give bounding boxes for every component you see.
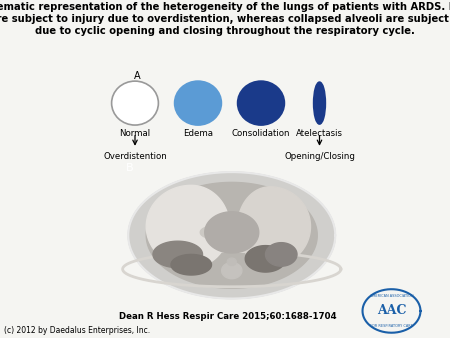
- Text: Atelectasis: Atelectasis: [296, 129, 343, 138]
- Text: AAC: AAC: [377, 304, 406, 316]
- Text: A: Schematic representation of the heterogeneity of the lungs of patients with A: A: Schematic representation of the heter…: [0, 2, 450, 37]
- Text: Overdistention: Overdistention: [103, 152, 167, 161]
- Text: A: A: [134, 71, 140, 81]
- Text: B: B: [126, 163, 134, 173]
- Polygon shape: [146, 185, 230, 268]
- Text: FOR RESPIRATORY CARE: FOR RESPIRATORY CARE: [370, 324, 413, 328]
- Polygon shape: [200, 226, 223, 238]
- Text: Dean R Hess Respir Care 2015;60:1688-1704: Dean R Hess Respir Care 2015;60:1688-170…: [119, 312, 337, 321]
- Polygon shape: [171, 255, 212, 275]
- Text: AMERICAN ASSOCIATION: AMERICAN ASSOCIATION: [370, 294, 413, 298]
- Ellipse shape: [175, 81, 221, 125]
- Polygon shape: [146, 183, 317, 288]
- Polygon shape: [245, 246, 286, 272]
- Polygon shape: [153, 241, 202, 268]
- Polygon shape: [222, 263, 242, 279]
- Polygon shape: [205, 212, 259, 253]
- Polygon shape: [266, 243, 297, 266]
- Text: Normal: Normal: [119, 129, 151, 138]
- Ellipse shape: [314, 82, 325, 124]
- Polygon shape: [128, 172, 335, 298]
- Ellipse shape: [112, 81, 158, 125]
- Text: Opening/Closing: Opening/Closing: [284, 152, 355, 161]
- Text: (c) 2012 by Daedalus Enterprises, Inc.: (c) 2012 by Daedalus Enterprises, Inc.: [4, 326, 151, 335]
- Polygon shape: [227, 258, 236, 265]
- Text: Edema: Edema: [183, 129, 213, 138]
- Ellipse shape: [238, 81, 284, 125]
- Polygon shape: [238, 187, 310, 266]
- Text: Consolidation: Consolidation: [232, 129, 290, 138]
